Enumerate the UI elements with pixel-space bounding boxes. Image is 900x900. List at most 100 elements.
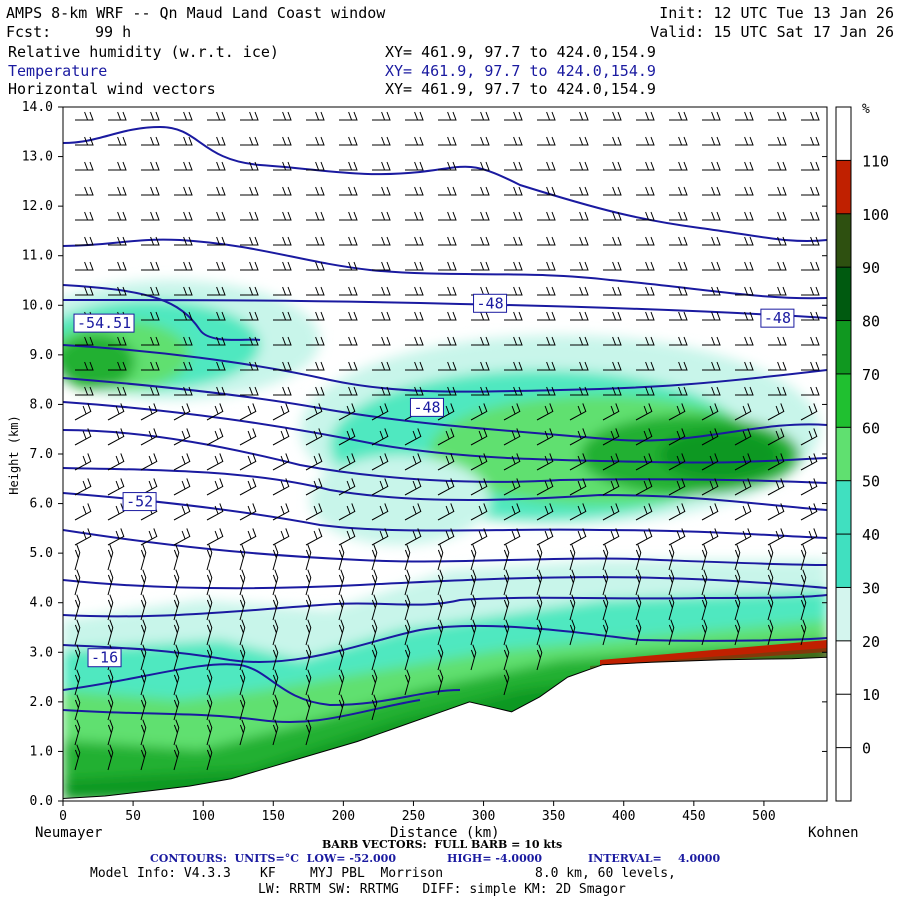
- wind-barb: [107, 453, 125, 471]
- wind-barb: [371, 453, 389, 471]
- field-wind-xy: XY= 461.9, 97.7 to 424.0,154.9: [385, 80, 656, 98]
- wind-barb: [207, 236, 226, 246]
- wind-barb: [272, 403, 290, 421]
- wind-barb: [339, 261, 358, 271]
- wind-barb: [635, 403, 653, 421]
- x-axis-label: Distance (km): [390, 825, 500, 841]
- wind-barb: [801, 211, 820, 221]
- model-info: Model Info: V4.3.3: [90, 866, 231, 881]
- contour-label: -16: [91, 649, 118, 667]
- wind-barb: [734, 528, 752, 546]
- wind-barb: [536, 478, 554, 496]
- wind-barb: [75, 111, 94, 121]
- wind-barb: [206, 594, 213, 621]
- wind-barb: [107, 544, 114, 571]
- wind-barb: [669, 136, 688, 146]
- y-tick-label: 9.0: [30, 348, 53, 363]
- wind-barb: [371, 478, 389, 496]
- wind-barb: [603, 161, 622, 171]
- wind-barb: [405, 186, 424, 196]
- wind-barb: [107, 503, 125, 521]
- wind-barb: [537, 386, 556, 396]
- y-axis-label: Height (km): [7, 415, 21, 494]
- wind-barb: [273, 111, 292, 121]
- wind-barb: [173, 619, 180, 646]
- wind-barb: [669, 361, 688, 371]
- wind-barb: [437, 619, 444, 646]
- wind-barb: [603, 211, 622, 221]
- wind-barb: [108, 386, 127, 396]
- right-endpoint-label: Kohnen: [808, 825, 859, 841]
- wind-barb: [108, 161, 127, 171]
- wind-barb: [801, 136, 820, 146]
- wind-barb: [174, 286, 193, 296]
- y-tick-label: 0.0: [30, 794, 53, 809]
- wind-barb: [338, 478, 356, 496]
- wind-barb: [470, 478, 488, 496]
- wind-barb: [735, 336, 754, 346]
- wind-barb: [371, 619, 378, 646]
- wind-barb: [569, 503, 587, 521]
- wind-barb: [636, 111, 655, 121]
- wind-barb: [504, 311, 523, 321]
- wind-barb: [107, 719, 114, 746]
- wind-barb: [734, 569, 741, 596]
- wind-barb: [734, 503, 752, 521]
- wind-barb: [273, 136, 292, 146]
- wind-barb: [173, 694, 180, 721]
- wind-barb: [470, 453, 488, 471]
- wind-barb: [735, 236, 754, 246]
- wind-barb: [800, 544, 807, 571]
- wind-barb: [207, 361, 226, 371]
- wind-barb: [273, 286, 292, 296]
- wind-barb: [75, 361, 94, 371]
- wind-barb: [174, 236, 193, 246]
- wind-barb: [668, 428, 686, 446]
- wind-barb: [603, 186, 622, 196]
- wind-barb: [306, 261, 325, 271]
- wind-barb: [273, 336, 292, 346]
- wind-barb: [636, 161, 655, 171]
- wind-barb: [75, 161, 94, 171]
- colorbar-label: 60: [862, 419, 880, 437]
- wind-barb: [174, 336, 193, 346]
- wind-barb: [272, 669, 279, 696]
- wind-barb: [438, 236, 457, 246]
- wind-barb: [140, 669, 147, 696]
- wind-barb: [701, 594, 708, 621]
- wind-barb: [768, 136, 787, 146]
- wind-barb: [602, 453, 620, 471]
- wind-barb: [74, 594, 81, 621]
- wind-barb: [273, 386, 292, 396]
- wind-barb: [767, 569, 774, 596]
- wind-barb: [140, 569, 147, 596]
- wind-barb: [404, 594, 411, 621]
- wind-barb: [767, 478, 785, 496]
- wind-barb: [372, 361, 391, 371]
- wind-barb: [438, 311, 457, 321]
- wind-barb: [107, 694, 114, 721]
- rh-field: [63, 107, 827, 801]
- wind-barb: [668, 528, 686, 546]
- wind-barb: [603, 336, 622, 346]
- contour-label-box: [122, 492, 157, 512]
- wind-barb: [768, 161, 787, 171]
- wind-barb: [669, 286, 688, 296]
- wind-barb: [306, 186, 325, 196]
- wind-barb: [603, 136, 622, 146]
- wind-barb: [404, 569, 411, 596]
- wind-barb: [801, 261, 820, 271]
- wind-barb: [141, 311, 160, 321]
- wind-barb: [75, 286, 94, 296]
- wind-barb: [801, 161, 820, 171]
- wind-barb: [536, 594, 543, 621]
- wind-barb: [669, 111, 688, 121]
- wind-barb: [702, 136, 721, 146]
- wind-barb: [635, 503, 653, 521]
- wind-barb: [438, 336, 457, 346]
- wind-barb: [371, 569, 378, 596]
- wind-barb: [239, 569, 246, 596]
- colorbar-label: 30: [862, 579, 880, 597]
- wind-barb: [569, 478, 587, 496]
- wind-barb: [306, 386, 325, 396]
